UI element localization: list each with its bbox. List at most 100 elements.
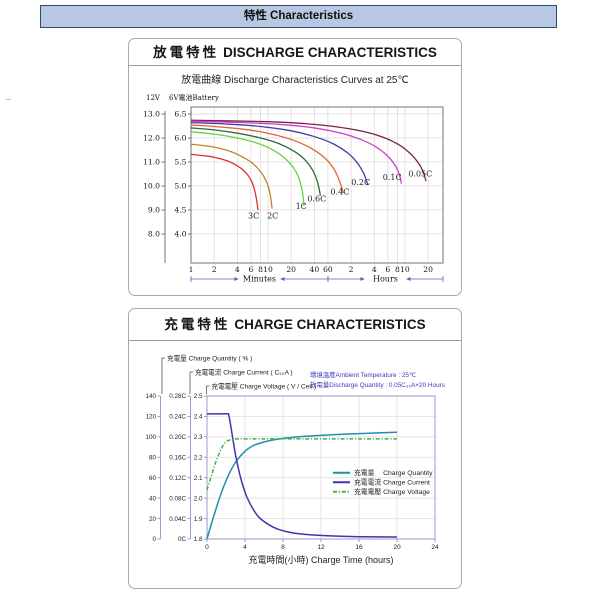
tick-label-voltage: 2.0 [194, 495, 203, 502]
legend-label: 充電電流 Charge Current [354, 478, 430, 487]
axis-header-12v: 12V [146, 94, 161, 102]
annotation: 放電量Discharge Quantity : 0.05C₂₀A×20 Hour… [310, 380, 445, 389]
arrowhead-left [406, 277, 411, 281]
curve-label: 1C [296, 202, 307, 211]
discharge-curve [190, 121, 369, 186]
discharge-subtitle: 放電曲線 Discharge Characteristics Curves at… [181, 75, 409, 86]
tick-label-6v: 6.0 [174, 134, 186, 143]
curve-label: 0.05C [408, 169, 432, 178]
curve-label: 0.6C [307, 194, 326, 203]
axis-bracket [161, 357, 165, 394]
charge-title-zh: 充電特性 [164, 317, 231, 332]
legend-label: 充電量 Charge Quantity [354, 468, 433, 477]
discharge-title-en: DISCHARGE CHARACTERISTICS [223, 45, 437, 60]
tick-label-hours: 2 [349, 265, 354, 274]
x-axis-title: 充電時間(小時) Charge Time (hours) [248, 554, 393, 565]
tick-label-minutes: 4 [235, 265, 240, 274]
tick-label-hours: 10 [400, 265, 410, 274]
tick-label-current: 0.20C [169, 434, 186, 441]
discharge-curve [190, 153, 259, 211]
tick-label-x: 0 [205, 544, 209, 551]
charge-title-en: CHARGE CHARACTERISTICS [234, 317, 426, 332]
tick-label-12v: 13.0 [143, 110, 160, 119]
tick-label-quantity: 20 [149, 516, 157, 523]
page-margin-dash [6, 99, 11, 100]
tick-label-hours: 4 [372, 265, 377, 274]
tick-label-minutes: 60 [323, 265, 333, 274]
page-banner: 特性 Characteristics [40, 5, 557, 28]
charge-curve [206, 412, 398, 538]
tick-label-12v: 10.0 [143, 182, 160, 191]
span-label: Minutes [243, 275, 276, 284]
arrowhead-right [234, 277, 239, 281]
curve-label: 3C [248, 212, 259, 221]
tick-label-voltage: 2.2 [194, 454, 203, 461]
tick-label-12v: 12.0 [143, 134, 160, 143]
tick-label-x: 16 [355, 544, 363, 551]
tick-label-6v: 5.5 [174, 158, 186, 167]
tick-label-6v: 4.5 [174, 206, 186, 215]
tick-label-current: 0.08C [169, 495, 186, 502]
tick-label-x: 8 [281, 544, 285, 551]
tick-label-minutes: 6 [248, 265, 253, 274]
discharge-title-zh: 放電特性 [153, 45, 220, 60]
discharge-curve [190, 120, 403, 184]
tick-label-6v: 4.0 [174, 230, 186, 239]
tick-label-current: 0C [178, 536, 187, 543]
tick-label-x: 4 [243, 544, 247, 551]
tick-label-quantity: 80 [149, 454, 157, 461]
tick-label-current: 0.28C [169, 393, 186, 400]
charge-curve [206, 431, 398, 540]
axis-bracket [189, 371, 193, 394]
tick-label-voltage: 2.4 [194, 414, 203, 421]
tick-label-minutes: 10 [263, 265, 273, 274]
axis-title-current: 充電電流 Charge Current ( C₂₀A ) [195, 367, 293, 376]
tick-label-minutes: 20 [286, 265, 296, 274]
curve-label: 0.1C [383, 173, 402, 182]
span-label: Hours [373, 275, 398, 284]
tick-label-minutes: 8 [258, 265, 263, 274]
tick-label-hours: 8 [395, 265, 400, 274]
discharge-curve [190, 127, 322, 196]
curve-label: 0.2C [351, 178, 370, 187]
tick-label-minutes: 40 [310, 265, 320, 274]
tick-label-12v: 8.0 [148, 230, 160, 239]
discharge-curve [190, 131, 305, 207]
discharge-panel: 放電特性 DISCHARGE CHARACTERISTICS 放電曲線 Disch… [128, 38, 462, 296]
discharge-chart: 13.0 12.0 11.0 10.0 9.0 8.0 6.5 6.0 5.5 5.0 4.5 4.0… [143, 93, 444, 284]
tick-label-voltage: 1.8 [194, 536, 203, 543]
plot-frame [190, 106, 444, 264]
tick-label-voltage: 2.5 [194, 393, 203, 400]
discharge-curve [190, 143, 273, 209]
tick-label-x: 20 [393, 544, 401, 551]
tick-label-quantity: 100 [145, 434, 156, 441]
tick-label-6v: 6.5 [174, 110, 186, 119]
charge-panel-title: 充電特性 CHARGE CHARACTERISTICS [129, 309, 461, 341]
axis-title-voltage: 充電電壓 Charge Voltage ( V / Cell ) [212, 381, 317, 390]
legend-label: 充電電壓 Charge Voltage [354, 487, 430, 496]
curve-label: 0.4C [331, 188, 350, 197]
curve-label: 2C [267, 212, 278, 221]
tick-label-hours: 6 [385, 265, 390, 274]
tick-label-12v: 11.0 [143, 158, 160, 167]
annotation: 環境溫度Ambient Temperature : 25℃ [310, 370, 416, 379]
discharge-curve [190, 119, 427, 182]
tick-label-12v: 9.0 [148, 206, 160, 215]
charge-panel: 充電特性 CHARGE CHARACTERISTICS 140 120 100 80 60… [128, 308, 462, 589]
discharge-panel-title: 放電特性 DISCHARGE CHARACTERISTICS [129, 39, 461, 66]
axis-bracket [206, 385, 210, 394]
tick-label-hours: 20 [423, 265, 433, 274]
tick-label-x: 24 [431, 544, 439, 551]
axis-title-quantity: 充電量 Charge Quantity ( % ) [167, 353, 252, 362]
tick-label-voltage: 2.1 [194, 475, 203, 482]
tick-label-quantity: 120 [145, 414, 156, 421]
tick-label-quantity: 40 [149, 495, 157, 502]
tick-label-current: 0.24C [169, 414, 186, 421]
tick-label-quantity: 0 [152, 536, 156, 543]
tick-label-quantity: 60 [149, 475, 157, 482]
tick-label-minutes: 1 [189, 265, 194, 274]
tick-label-current: 0.12C [169, 475, 186, 482]
tick-label-current: 0.04C [169, 516, 186, 523]
